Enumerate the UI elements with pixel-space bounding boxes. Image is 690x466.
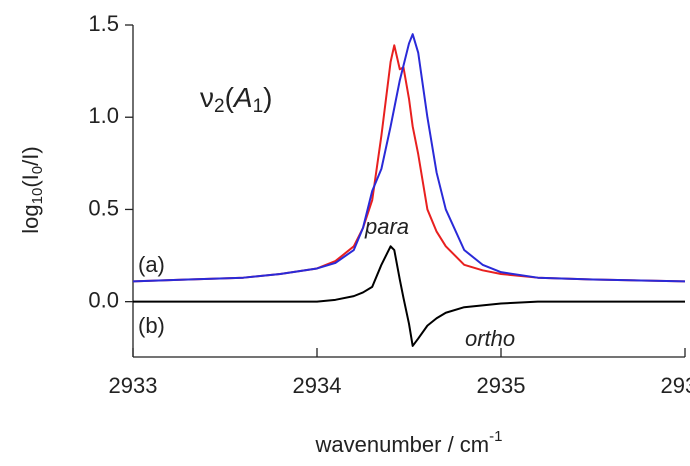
y-tick-label: 1.5 [88, 11, 119, 36]
label-part: log [18, 204, 43, 233]
x-tick-label: 2935 [477, 373, 526, 398]
label-part: (I [18, 174, 43, 187]
x-tick-label: 2934 [293, 373, 342, 398]
label-part: /I) [18, 146, 43, 166]
y-axis-label: log10(I0/I) [18, 146, 46, 233]
label-sub: 2 [214, 96, 225, 117]
annotation: (b) [138, 313, 165, 338]
line [132, 44, 686, 283]
x-tick-label: 2936 [661, 373, 690, 398]
label-sub: 1 [253, 96, 264, 117]
label-sub: 0 [29, 166, 46, 174]
label-part: wavenumber / cm [315, 432, 490, 457]
label-part: ) [263, 82, 272, 113]
label-part: ( [225, 82, 235, 113]
x-axis-label: wavenumber / cm-1 [315, 428, 503, 457]
annotation: (a) [138, 252, 165, 277]
label-part: A [232, 82, 253, 113]
annotation: para [364, 214, 409, 239]
line [133, 245, 685, 347]
label-sup: -1 [489, 428, 502, 445]
y-tick-label: 1.0 [88, 103, 119, 128]
label-sub: 10 [29, 188, 46, 205]
y-tick-label: 0.5 [88, 195, 119, 220]
annotation: ortho [465, 326, 515, 351]
line [132, 33, 686, 283]
label-part: ν [200, 82, 214, 113]
y-tick-label: 0.0 [88, 287, 119, 312]
band-label: ν2(A1) [200, 82, 273, 117]
x-tick-label: 2933 [109, 373, 158, 398]
